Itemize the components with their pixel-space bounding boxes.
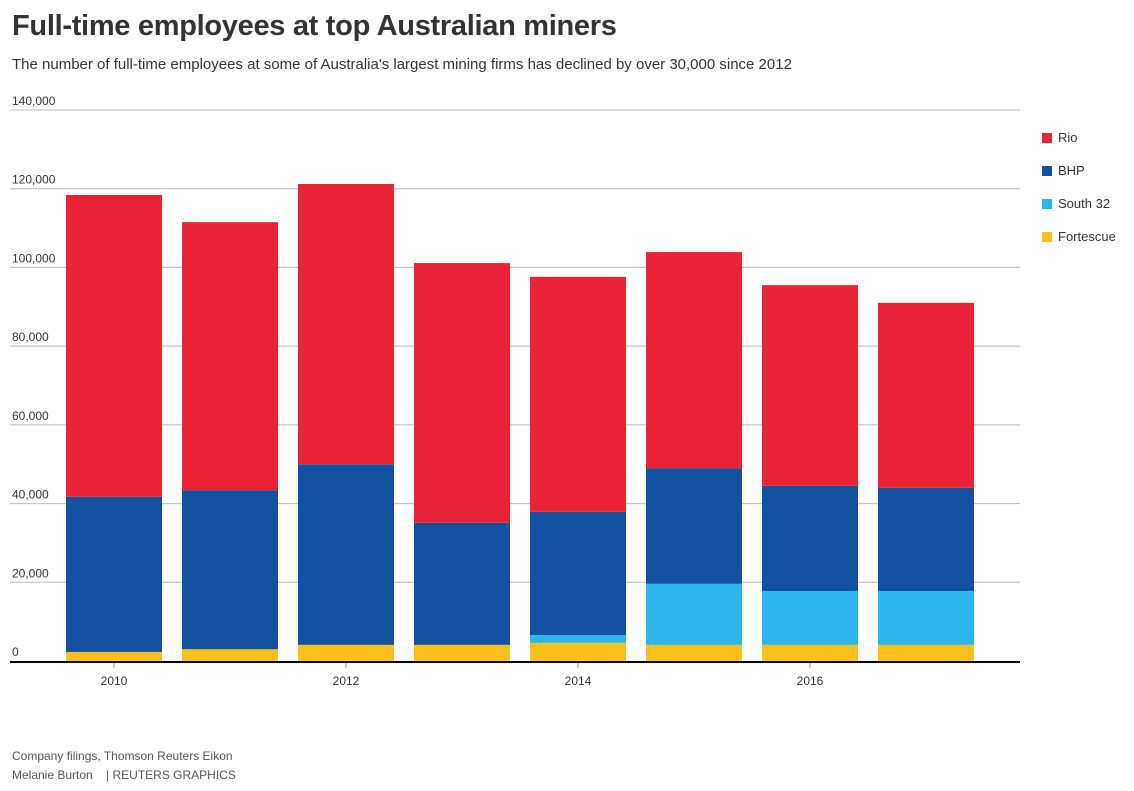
legend-item: Fortescue [1042,220,1116,253]
y-tick-label: 0 [12,645,19,659]
bar-south-32-2014 [530,635,626,643]
bar-rio-2013 [414,263,510,523]
bar-fortescue-2012 [298,644,394,661]
y-tick-label: 80,000 [12,330,49,344]
bar-rio-2010 [66,195,162,497]
chart-title: Full-time employees at top Australian mi… [12,10,617,42]
bar-bhp-2016 [762,485,858,591]
bar-fortescue-2011 [182,649,278,661]
legend-item: South 32 [1042,187,1116,220]
legend-label: BHP [1058,163,1085,178]
bar-fortescue-2010 [66,651,162,661]
credit-note: Melanie Burton | REUTERS GRAPHICS [12,768,236,782]
bar-fortescue-2013 [414,644,510,661]
legend-item: BHP [1042,154,1116,187]
y-tick-label: 20,000 [12,566,49,580]
legend-label: Fortescue [1058,229,1116,244]
bar-bhp-2017 [878,487,974,591]
bar-rio-2015 [646,252,742,469]
bar-bhp-2014 [530,511,626,636]
legend-swatch [1042,165,1052,176]
bar-bhp-2012 [298,464,394,645]
chart-subtitle: The number of full-time employees at som… [12,56,792,73]
bar-rio-2014 [530,276,626,512]
bar-bhp-2011 [182,490,278,650]
legend-label: South 32 [1058,196,1111,211]
y-tick-label: 100,000 [12,251,56,265]
bar-south-32-2017 [878,590,974,645]
x-tick-label: 2012 [333,674,360,688]
y-tick-label: 60,000 [12,409,49,423]
legend-label: Rio [1058,130,1078,145]
bar-rio-2012 [298,183,394,465]
bar-south-32-2015 [646,583,742,645]
legend-swatch [1042,198,1052,209]
source-note: Company filings, Thomson Reuters Eikon [12,749,233,763]
legend-swatch [1042,132,1052,143]
bar-fortescue-2014 [530,642,626,661]
bar-bhp-2010 [66,496,162,652]
bar-rio-2017 [878,302,974,488]
y-tick-label: 120,000 [12,173,56,187]
y-tick-label: 140,000 [12,94,56,108]
x-tick-label: 2010 [101,674,128,688]
bar-fortescue-2017 [878,644,974,661]
bar-rio-2011 [182,222,278,491]
bar-bhp-2015 [646,468,742,584]
bar-fortescue-2016 [762,644,858,661]
x-tick-label: 2014 [565,674,592,688]
bar-bhp-2013 [414,522,510,645]
legend-swatch [1042,231,1052,242]
bar-fortescue-2015 [646,644,742,661]
y-tick-label: 40,000 [12,488,49,502]
legend: Rio BHP South 32 Fortescue [1042,121,1116,253]
legend-item: Rio [1042,121,1116,154]
bar-south-32-2016 [762,590,858,645]
x-tick-label: 2016 [797,674,824,688]
bar-rio-2016 [762,285,858,486]
